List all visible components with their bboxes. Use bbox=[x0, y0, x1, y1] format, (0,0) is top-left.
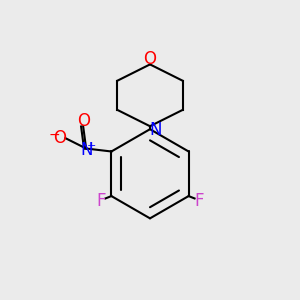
Text: N: N bbox=[149, 121, 162, 139]
Text: O: O bbox=[53, 129, 66, 147]
Text: F: F bbox=[194, 191, 204, 209]
Text: O: O bbox=[77, 112, 90, 130]
Text: F: F bbox=[96, 191, 106, 209]
Text: −: − bbox=[48, 128, 60, 142]
Text: N: N bbox=[80, 141, 92, 159]
Text: +: + bbox=[87, 141, 96, 151]
Text: O: O bbox=[143, 50, 157, 68]
